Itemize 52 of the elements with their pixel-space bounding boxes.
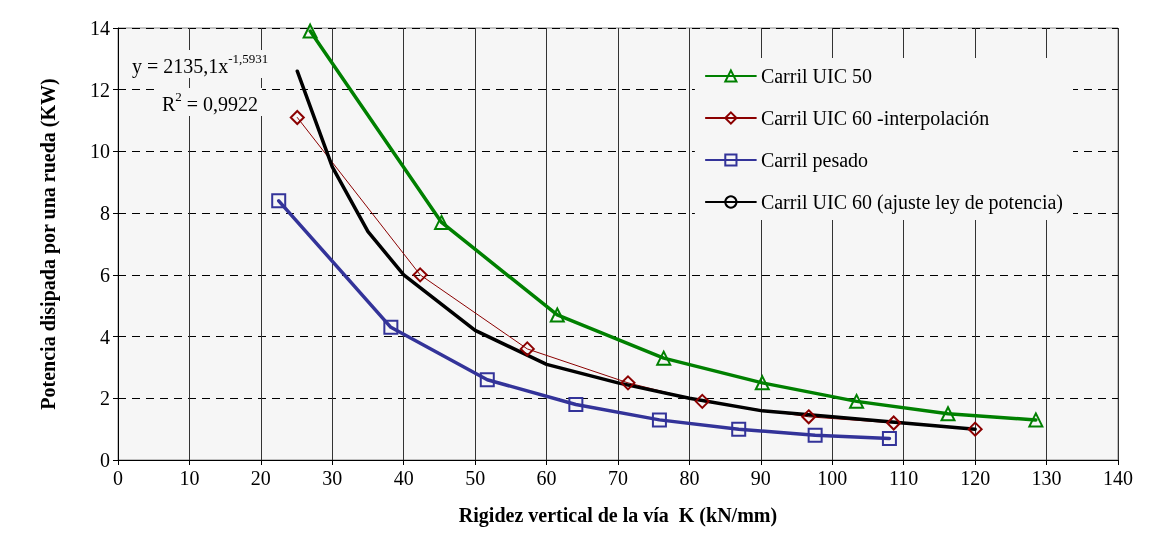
point bbox=[656, 350, 672, 366]
legend-label: Carril UIC 60 (ajuste ley de potencia) bbox=[760, 191, 1064, 214]
y-tick-label: 0 bbox=[100, 449, 110, 471]
x-tick-label: 80 bbox=[679, 467, 700, 489]
x-tick-label: 50 bbox=[465, 467, 486, 489]
x-tick-label: 110 bbox=[889, 467, 919, 489]
point bbox=[801, 409, 817, 425]
point bbox=[519, 341, 535, 357]
y-tick-label: 8 bbox=[100, 202, 110, 225]
point bbox=[302, 23, 318, 39]
y-axis-title: Potencia disipada por una rueda (KW) bbox=[37, 78, 60, 410]
point bbox=[940, 406, 956, 422]
point bbox=[849, 393, 865, 409]
x-tick-label: 70 bbox=[608, 467, 628, 489]
point bbox=[434, 214, 450, 230]
point bbox=[568, 396, 584, 412]
point bbox=[412, 267, 428, 283]
x-tick-label: 90 bbox=[750, 467, 771, 489]
x-tick-label: 20 bbox=[250, 467, 271, 489]
x-tick-label: 120 bbox=[960, 467, 991, 489]
legend-label: Carril UIC 60 -interpolación bbox=[760, 107, 990, 130]
x-tick-label: 40 bbox=[393, 467, 414, 489]
y-tick-label: 14 bbox=[90, 17, 110, 39]
point bbox=[271, 193, 287, 209]
point bbox=[1028, 412, 1044, 428]
x-tick-label: 60 bbox=[536, 467, 557, 489]
x-axis-title: Rigidez vertical de la vía K (kN/mm) bbox=[458, 504, 778, 527]
x-tick-label: 140 bbox=[1103, 467, 1133, 489]
legend-label: Carril pesado bbox=[760, 149, 869, 172]
y-tick-label: 10 bbox=[90, 140, 110, 163]
point bbox=[694, 393, 710, 409]
x-tick-label: 130 bbox=[1031, 467, 1062, 489]
x-tick-label: 100 bbox=[817, 467, 848, 489]
point bbox=[754, 375, 770, 391]
point bbox=[549, 307, 565, 323]
point bbox=[967, 421, 983, 437]
y-tick-label: 12 bbox=[90, 78, 110, 101]
point bbox=[383, 319, 399, 335]
point bbox=[620, 375, 636, 391]
y-tick-label: 4 bbox=[100, 325, 110, 348]
x-tick-label: 30 bbox=[322, 467, 343, 489]
point bbox=[289, 109, 305, 125]
point bbox=[886, 415, 902, 431]
point bbox=[731, 421, 747, 437]
point bbox=[807, 427, 823, 443]
x-tick-label: 10 bbox=[179, 467, 200, 489]
y-tick-label: 6 bbox=[100, 263, 110, 286]
point bbox=[479, 372, 495, 388]
y-tick-label: 2 bbox=[100, 387, 110, 410]
point bbox=[881, 430, 897, 446]
legend-label: Carril UIC 50 bbox=[760, 65, 872, 87]
point bbox=[651, 412, 667, 428]
